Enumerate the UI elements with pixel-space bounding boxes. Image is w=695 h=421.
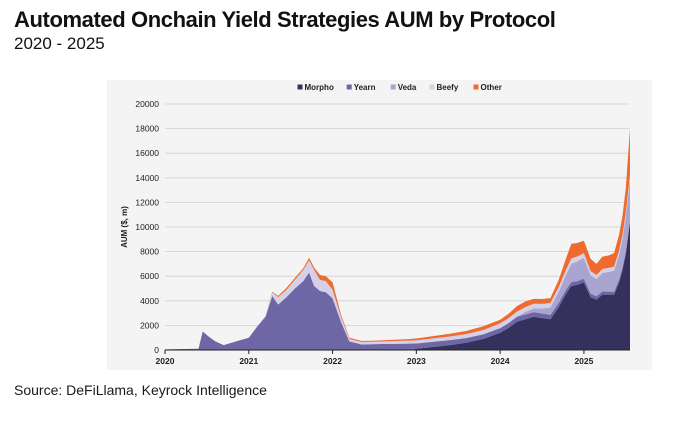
area-yearn xyxy=(165,219,630,350)
chart-subtitle: 2020 - 2025 xyxy=(14,34,105,53)
legend-label-veda: Veda xyxy=(398,83,417,92)
y-tick-label-12000: 12000 xyxy=(135,197,159,207)
legend-label-other: Other xyxy=(481,83,502,92)
legend-swatch-morpho xyxy=(297,84,303,90)
y-tick-label-6000: 6000 xyxy=(140,271,159,281)
y-tick-label-10000: 10000 xyxy=(135,222,159,232)
legend: Morpho Yearn Veda Beefy Other xyxy=(297,83,502,92)
area-morpho xyxy=(165,222,630,350)
y-tick-label-18000: 18000 xyxy=(135,124,159,134)
chart-title: Automated Onchain Yield Strategies AUM b… xyxy=(14,7,556,32)
y-tick-label-8000: 8000 xyxy=(140,247,159,257)
legend-swatch-other xyxy=(473,84,479,90)
y-tick-label-20000: 20000 xyxy=(135,99,159,109)
legend-label-yearn: Yearn xyxy=(354,83,376,92)
legend-swatch-yearn xyxy=(346,84,352,90)
legend-swatch-veda xyxy=(390,84,396,90)
stacked-area-chart: 0 2000 4000 6000 8000 10000 12000 14000 16000 180… xyxy=(120,83,630,366)
gridlines xyxy=(165,103,630,326)
axes: 0 2000 4000 6000 8000 10000 12000 14000 16000 180… xyxy=(120,99,630,366)
chart-panel: 0 2000 4000 6000 8000 10000 12000 14000 16000 180… xyxy=(107,80,652,370)
x-tick-label-2022: 2022 xyxy=(323,356,342,366)
y-axis-title: AUM ($, m) xyxy=(120,206,129,248)
legend-label-beefy: Beefy xyxy=(437,83,459,92)
y-tick-label-4000: 4000 xyxy=(140,296,159,306)
legend-label-morpho: Morpho xyxy=(305,83,334,92)
x-tick-label-2025: 2025 xyxy=(574,356,593,366)
area-other xyxy=(165,128,630,350)
y-tick-label-0: 0 xyxy=(154,345,159,355)
y-tick-label-2000: 2000 xyxy=(140,320,159,330)
legend-swatch-beefy xyxy=(429,84,435,90)
y-tick-label-14000: 14000 xyxy=(135,173,159,183)
x-tick-label-2020: 2020 xyxy=(156,356,175,366)
x-tick-label-2021: 2021 xyxy=(239,356,258,366)
x-tick-label-2024: 2024 xyxy=(491,356,510,366)
source-note: Source: DeFiLlama, Keyrock Intelligence xyxy=(14,382,267,398)
x-tick-label-2023: 2023 xyxy=(407,356,426,366)
area-series-layer xyxy=(165,128,630,350)
y-tick-label-16000: 16000 xyxy=(135,148,159,158)
